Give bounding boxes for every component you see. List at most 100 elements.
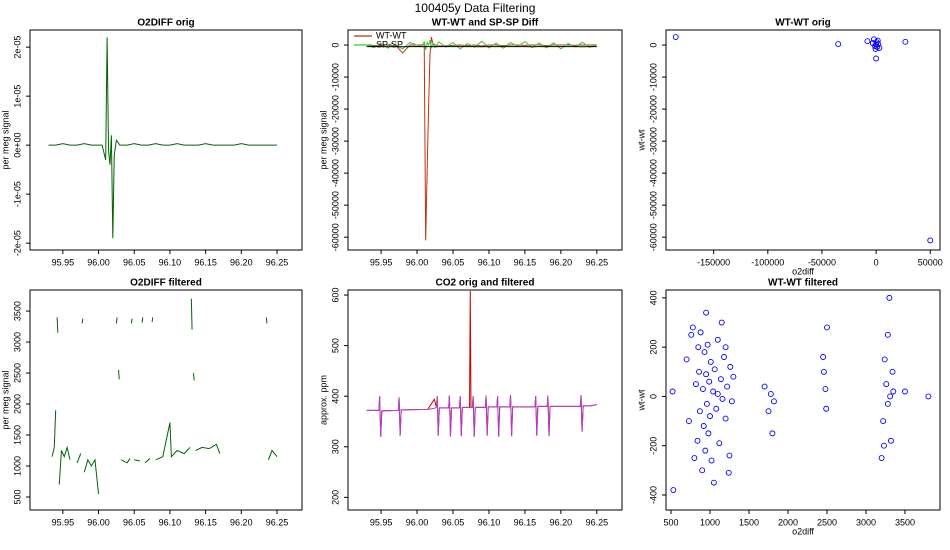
point bbox=[820, 368, 827, 375]
point bbox=[881, 356, 888, 363]
x-tick-label: 96.00 bbox=[406, 517, 429, 527]
point bbox=[710, 388, 717, 395]
point bbox=[823, 405, 830, 412]
point bbox=[702, 447, 709, 454]
panel-title: WT-WT orig bbox=[775, 18, 831, 29]
series-line bbox=[366, 36, 597, 241]
point bbox=[693, 381, 699, 388]
point bbox=[711, 366, 718, 373]
point bbox=[707, 413, 713, 420]
point bbox=[864, 38, 871, 45]
y-tick-label: 0 bbox=[330, 43, 340, 48]
point bbox=[873, 55, 880, 62]
series-line bbox=[366, 395, 597, 437]
point bbox=[706, 378, 713, 385]
x-tick-label: 96.25 bbox=[586, 257, 609, 267]
x-tick-label: 96.25 bbox=[266, 517, 289, 527]
y-tick-label: -200 bbox=[648, 437, 658, 455]
point bbox=[683, 356, 690, 363]
x-tick-label: 96.20 bbox=[230, 257, 253, 267]
point bbox=[669, 388, 676, 395]
y-tick-label: 1500 bbox=[12, 425, 22, 445]
point bbox=[728, 398, 735, 405]
point bbox=[724, 383, 731, 390]
y-tick-label: 1000 bbox=[12, 456, 22, 476]
panel: WT-WT orig -150000 -100000 -50000 0 50000 0 -10… bbox=[636, 18, 942, 277]
y-tick-label: -2e-05 bbox=[12, 230, 22, 256]
point bbox=[887, 393, 894, 400]
point bbox=[884, 400, 891, 407]
x-tick-label: 96.15 bbox=[194, 257, 217, 267]
y-tick-label: 500 bbox=[330, 338, 340, 353]
y-tick-label: -40000 bbox=[648, 159, 658, 187]
point bbox=[694, 437, 701, 444]
point bbox=[730, 373, 737, 380]
y-tick-label: 0e+00 bbox=[12, 133, 22, 158]
y-tick-label: 500 bbox=[12, 489, 22, 504]
point bbox=[708, 457, 715, 464]
point bbox=[886, 294, 893, 301]
y-tick-label: 400 bbox=[330, 389, 340, 404]
plot-area bbox=[366, 36, 597, 241]
point bbox=[870, 36, 877, 43]
point bbox=[822, 386, 829, 392]
legend-label: SP-SP bbox=[376, 39, 403, 49]
y-axis-label: per meg signal bbox=[0, 370, 10, 429]
point bbox=[872, 45, 879, 52]
x-tick-label: 1000 bbox=[700, 517, 720, 527]
plot-frame bbox=[347, 289, 623, 511]
y-tick-label: 0 bbox=[648, 43, 658, 48]
plot-frame bbox=[347, 29, 623, 251]
point bbox=[700, 423, 707, 429]
point bbox=[874, 37, 881, 44]
x-tick-label: 0 bbox=[874, 257, 879, 267]
point bbox=[716, 440, 723, 447]
point bbox=[689, 324, 696, 331]
y-axis-label: approx. ppm bbox=[318, 375, 328, 425]
point bbox=[770, 398, 777, 405]
point bbox=[722, 415, 729, 422]
y-tick-label: 400 bbox=[648, 290, 658, 305]
x-tick-label: 96.05 bbox=[442, 517, 465, 527]
plot-area bbox=[672, 34, 934, 244]
x-tick-label: 96.15 bbox=[194, 517, 217, 527]
point bbox=[719, 395, 726, 402]
x-tick-label: 3500 bbox=[895, 517, 915, 527]
point bbox=[722, 344, 729, 351]
point bbox=[727, 363, 734, 370]
point bbox=[761, 383, 768, 390]
plot-area bbox=[669, 294, 932, 493]
y-tick-label: -30000 bbox=[648, 127, 658, 155]
point bbox=[880, 418, 887, 425]
point bbox=[707, 358, 714, 365]
y-tick-label: -20000 bbox=[648, 95, 658, 123]
x-tick-label: 96.10 bbox=[478, 517, 501, 527]
x-tick-label: 96.15 bbox=[514, 257, 537, 267]
point bbox=[721, 354, 727, 360]
point bbox=[696, 368, 703, 375]
point bbox=[883, 381, 890, 388]
panel: O2DIFF filtered 95.95 96.00 96.05 96.10 96.15… bbox=[0, 278, 303, 527]
point bbox=[820, 354, 827, 360]
x-tick-label: 95.95 bbox=[52, 257, 75, 267]
point bbox=[725, 469, 732, 476]
y-axis-label: per meg signal bbox=[0, 110, 10, 169]
y-tick-label: -60000 bbox=[648, 223, 658, 251]
point bbox=[880, 442, 887, 449]
point bbox=[884, 331, 891, 338]
y-tick-label: 2e-05 bbox=[12, 36, 22, 59]
point bbox=[701, 349, 708, 356]
point bbox=[699, 467, 706, 474]
y-tick-label: 1e-05 bbox=[12, 85, 22, 108]
point bbox=[889, 368, 896, 375]
x-tick-label: 96.05 bbox=[123, 517, 146, 527]
point bbox=[769, 430, 776, 437]
point bbox=[703, 400, 710, 407]
point bbox=[713, 405, 720, 412]
panel-title: WT-WT and SP-SP Diff bbox=[432, 18, 539, 29]
x-tick-label: 96.10 bbox=[478, 257, 501, 267]
point bbox=[672, 34, 679, 40]
point bbox=[670, 487, 677, 493]
plot-frame bbox=[29, 289, 303, 511]
y-tick-label: 200 bbox=[330, 490, 340, 505]
